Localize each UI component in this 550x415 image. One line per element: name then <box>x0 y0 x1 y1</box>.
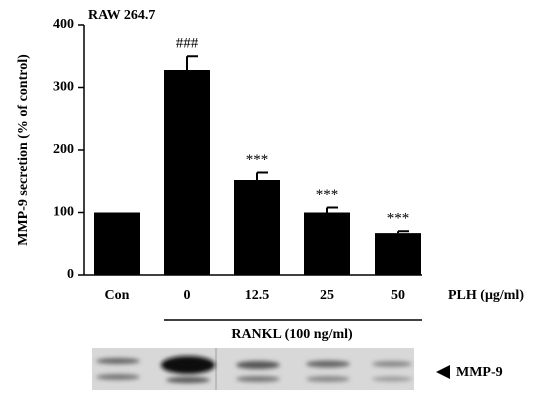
x-tick-label: 50 <box>391 288 405 303</box>
bar <box>375 233 421 275</box>
y-axis-label: MMP-9 secretion (% of control) <box>16 54 31 246</box>
significance-label: *** <box>246 152 269 168</box>
y-tick-label: 200 <box>53 142 74 157</box>
y-tick-label: 100 <box>53 205 74 220</box>
y-tick-label: 400 <box>53 17 74 32</box>
blot-band <box>96 374 140 380</box>
significance-label: *** <box>316 187 339 203</box>
significance-label: *** <box>387 211 410 227</box>
western-blot <box>92 348 414 390</box>
blot-band <box>372 361 412 367</box>
blot-arrow <box>436 365 450 379</box>
blot-seam <box>215 348 217 390</box>
x-tick-label: 12.5 <box>245 288 270 303</box>
blot-band <box>372 376 412 382</box>
bar <box>304 212 350 275</box>
blot-band <box>306 376 350 382</box>
x-tick-label: 25 <box>320 288 334 303</box>
x-axis-label: PLH (μg/ml) <box>448 288 524 303</box>
blot-band <box>166 377 210 383</box>
blot-background <box>92 348 414 390</box>
x-tick-label: Con <box>105 288 130 303</box>
bar <box>234 180 280 275</box>
blot-band <box>96 358 140 364</box>
blot-band <box>236 361 280 369</box>
blot-band <box>306 360 350 368</box>
blot-band <box>236 376 280 382</box>
bar <box>164 70 210 275</box>
y-tick-label: 300 <box>53 80 74 95</box>
y-tick-label: 0 <box>67 267 74 282</box>
significance-label: ### <box>176 36 199 52</box>
blot-label: MMP-9 <box>456 365 503 380</box>
chart-title: RAW 264.7 <box>88 8 155 23</box>
bar <box>94 212 140 275</box>
blot-band <box>161 356 215 374</box>
x-tick-label: 0 <box>184 288 191 303</box>
group-label: RANKL (100 ng/ml) <box>231 327 353 342</box>
